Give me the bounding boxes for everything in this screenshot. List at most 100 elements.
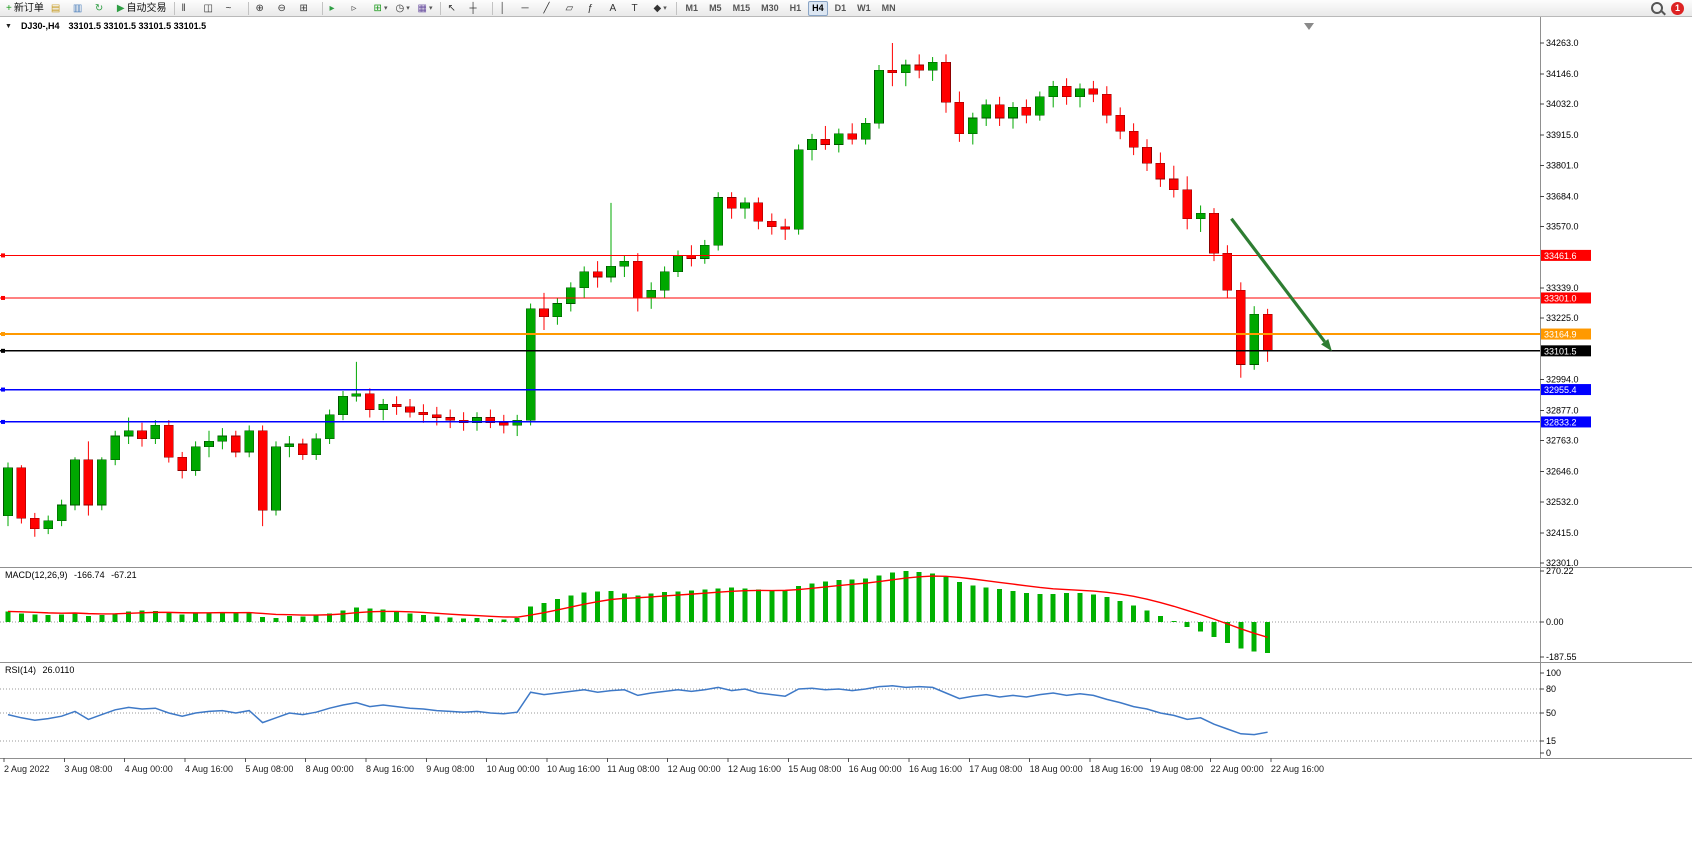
- macd-bar: [903, 571, 909, 622]
- timeframe-button-m30[interactable]: M30: [761, 2, 779, 13]
- chevron-down-icon: ▾: [406, 4, 410, 12]
- hline-layer: 33461.6 33301.0 33164.9 33101.5 32955.4 32833…: [0, 249, 1591, 428]
- candle-body: [1209, 213, 1219, 254]
- macd-bar: [367, 608, 373, 622]
- time-tick-label: 10 Aug 16:00: [547, 764, 600, 774]
- time-tick-label: 18 Aug 16:00: [1090, 764, 1143, 774]
- macd-bar: [139, 610, 145, 622]
- hline-handle[interactable]: [1, 419, 5, 424]
- macd-bar: [45, 615, 51, 622]
- candle-body: [619, 260, 630, 267]
- shapes-button[interactable]: ◆ ▾: [651, 0, 672, 17]
- market-watch-button[interactable]: ▥: [70, 0, 91, 17]
- candle-body: [56, 504, 67, 522]
- candle-body: [646, 289, 657, 299]
- rsi-indicator-label: RSI(14) 26.0110: [5, 665, 78, 675]
- macd-bar: [581, 592, 587, 622]
- price-tick-label: 34263.0: [1546, 38, 1579, 48]
- refresh-button[interactable]: ↻: [92, 0, 113, 17]
- time-tick-label: 12 Aug 00:00: [668, 764, 721, 774]
- price-tick-label: 32646.0: [1546, 467, 1579, 477]
- hline-handle[interactable]: [1, 253, 5, 258]
- vertical-line-button[interactable]: │: [497, 0, 518, 17]
- macd-bar: [1198, 621, 1204, 632]
- chart-menu-icon[interactable]: ▼: [5, 22, 12, 30]
- macd-bar: [514, 618, 520, 622]
- time-tick-label: 11 Aug 08:00: [607, 764, 659, 774]
- timeframe-button-m5[interactable]: M5: [709, 2, 722, 13]
- candle-body: [29, 517, 40, 530]
- periods-button[interactable]: ◷ ▾: [393, 0, 414, 17]
- macd-bar: [1238, 621, 1244, 649]
- chart-shift-button[interactable]: ▹: [349, 0, 370, 17]
- macd-bar: [822, 581, 828, 622]
- label-button[interactable]: T: [629, 0, 650, 17]
- toolbar-right: 1: [1651, 1, 1689, 15]
- notification-badge[interactable]: 1: [1671, 1, 1684, 15]
- timeframe-button-mn[interactable]: MN: [881, 2, 896, 13]
- time-tick-label: 8 Aug 00:00: [306, 764, 354, 774]
- cursor-button[interactable]: ↖: [445, 0, 466, 17]
- auto-scroll-button[interactable]: ▸: [327, 0, 348, 17]
- tile-windows-icon: ⊞: [299, 2, 308, 14]
- indicators-button[interactable]: ⊞ ▾: [371, 0, 392, 17]
- text-button[interactable]: A: [607, 0, 628, 17]
- time-tick-label: 12 Aug 16:00: [728, 764, 781, 774]
- candle-body: [1088, 88, 1099, 95]
- macd-indicator-label: MACD(12,26,9) -166.74 -67.21: [5, 570, 141, 580]
- zoom-out-button[interactable]: ⊖: [275, 0, 296, 17]
- trend-arrow[interactable]: [1230, 217, 1326, 343]
- search-icon[interactable]: [1651, 2, 1663, 14]
- candles-layer: [3, 43, 1273, 537]
- candle-body: [485, 417, 496, 424]
- hline-handle[interactable]: [1, 295, 5, 300]
- chart-shift-marker-icon: [1304, 23, 1314, 30]
- tile-windows-button[interactable]: ⊞: [297, 0, 318, 17]
- timeframe-button-h4[interactable]: H4: [808, 0, 828, 16]
- candle-body: [874, 69, 884, 124]
- price-tag: [1541, 345, 1591, 357]
- candle-body: [405, 406, 415, 413]
- timeframe-button-m15[interactable]: M15: [732, 2, 751, 13]
- candle-body: [137, 430, 147, 439]
- trendline-button[interactable]: ╱: [541, 0, 562, 17]
- symbol-timeframe-text: DJ30-,H4: [20, 21, 60, 31]
- gold-symbols-button[interactable]: ▤: [48, 0, 69, 17]
- candle-body: [418, 411, 429, 416]
- timeframe-button-m1[interactable]: M1: [685, 2, 699, 13]
- horizontal-line-button[interactable]: ─: [519, 0, 540, 17]
- bar-chart-type-button[interactable]: ‖: [179, 0, 200, 17]
- candle-body: [780, 226, 791, 230]
- templates-button[interactable]: ▦ ▾: [415, 0, 436, 17]
- auto-trading-button[interactable]: ▶ 自动交易: [114, 0, 170, 17]
- new-order-button[interactable]: + 新订单: [3, 0, 47, 17]
- hline-handle[interactable]: [1, 348, 5, 353]
- price-tag-label: 33164.9: [1544, 330, 1577, 340]
- candle-chart-type-button[interactable]: ◫: [201, 0, 222, 17]
- candle-body: [740, 202, 750, 209]
- trend-arrow-head[interactable]: [1321, 338, 1332, 352]
- candle-body: [1142, 146, 1152, 164]
- macd-bar: [782, 589, 788, 622]
- timeframe-button-h1[interactable]: H1: [789, 2, 802, 13]
- macd-bar: [983, 587, 989, 622]
- macd-bar: [340, 610, 346, 622]
- candle-body: [164, 425, 174, 458]
- candle-body: [244, 430, 254, 453]
- timeframe-button-d1[interactable]: D1: [834, 2, 847, 13]
- channel-button[interactable]: ▱: [563, 0, 584, 17]
- line-chart-type-button[interactable]: ~: [223, 0, 244, 17]
- macd-bar: [755, 589, 761, 622]
- zoom-in-button[interactable]: ⊕: [253, 0, 274, 17]
- macd-bar: [1037, 593, 1043, 622]
- macd-bar: [997, 589, 1003, 622]
- hline-handle[interactable]: [1, 387, 5, 392]
- auto-trading-button-label: 自动交易: [126, 2, 167, 14]
- hline-handle[interactable]: [1, 332, 5, 337]
- rsi-value: 26.0110: [42, 665, 75, 675]
- fibonacci-button[interactable]: ƒ: [585, 0, 606, 17]
- price-tag-label: 33101.5: [1544, 346, 1577, 356]
- crosshair-button[interactable]: ┼: [467, 0, 488, 17]
- timeframe-button-w1[interactable]: W1: [857, 2, 871, 13]
- candle-body: [753, 202, 764, 222]
